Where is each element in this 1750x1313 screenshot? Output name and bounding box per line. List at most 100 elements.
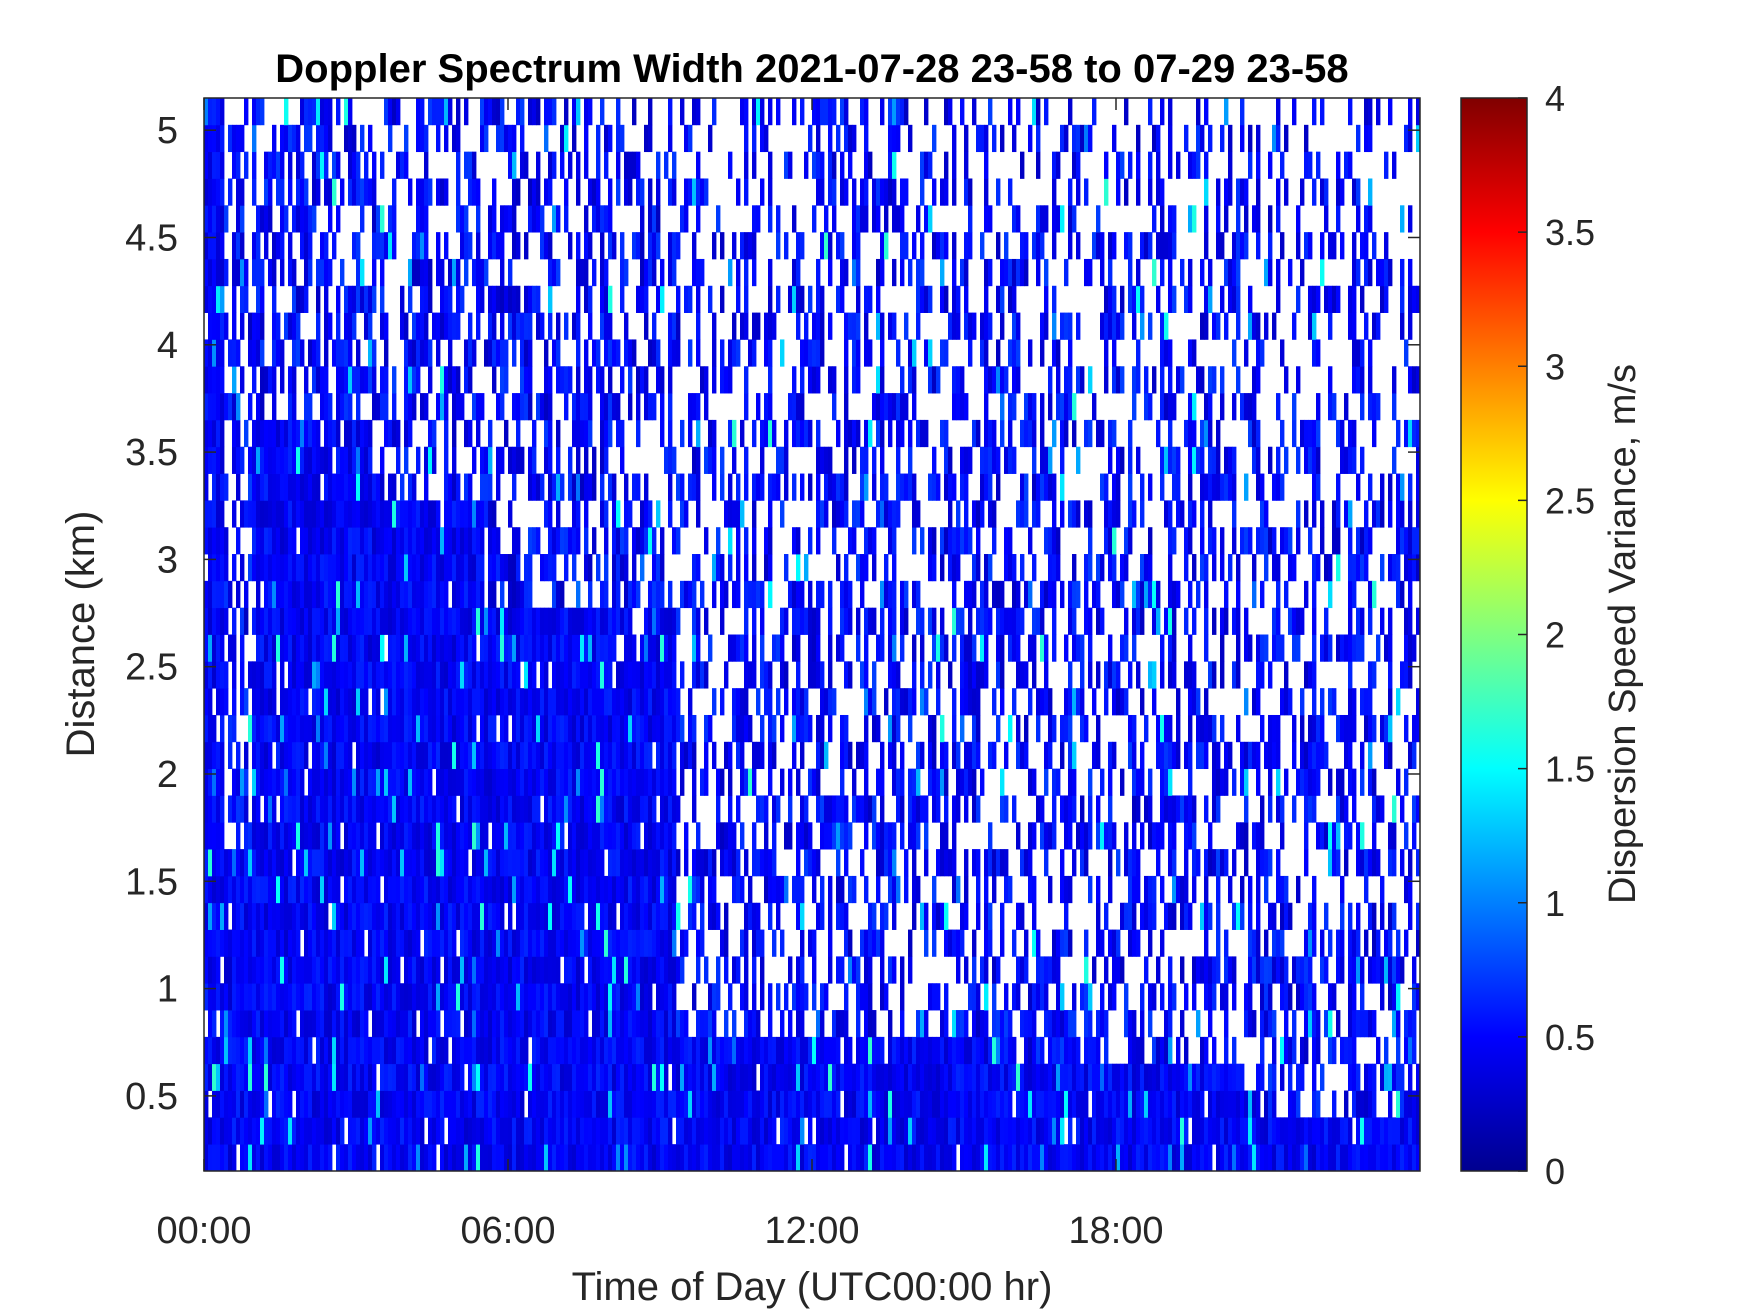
heatmap-cell [472, 151, 477, 179]
heatmap-cell [212, 151, 217, 179]
heatmap-cell [548, 1090, 553, 1118]
heatmap-cell [412, 849, 417, 877]
heatmap-cell [392, 956, 397, 984]
heatmap-cell [280, 205, 285, 233]
heatmap-cell [628, 875, 633, 904]
heatmap-cell [308, 98, 313, 126]
heatmap-cell [476, 312, 481, 340]
heatmap-cell [224, 1144, 229, 1171]
heatmap-cell [508, 500, 513, 528]
heatmap-cell [508, 875, 513, 904]
heatmap-cell [548, 393, 553, 421]
heatmap-cell [368, 178, 373, 206]
heatmap-cell [312, 1117, 317, 1145]
heatmap-cell [720, 688, 725, 716]
heatmap-cell [660, 768, 665, 796]
heatmap-cell [660, 1117, 665, 1145]
heatmap-cell [696, 393, 701, 421]
heatmap-cell [768, 902, 773, 930]
heatmap-cell [828, 688, 833, 716]
heatmap-cell [232, 875, 237, 904]
heatmap-cell [336, 983, 341, 1011]
heatmap-cell [724, 1010, 729, 1038]
heatmap-cell [252, 983, 257, 1011]
heatmap-cell [240, 875, 245, 904]
heatmap-cell [212, 473, 217, 501]
heatmap-cell [480, 285, 485, 313]
heatmap-cell [296, 473, 301, 501]
heatmap-cell [504, 366, 509, 394]
heatmap-cell [300, 473, 305, 501]
heatmap-cell [372, 929, 377, 957]
heatmap-cell [252, 339, 257, 367]
heatmap-cell [556, 1036, 561, 1065]
heatmap-cell [212, 822, 217, 850]
heatmap-cell [252, 124, 257, 153]
heatmap-cell [492, 98, 497, 126]
heatmap-cell [820, 1063, 825, 1091]
heatmap-cell [336, 98, 341, 126]
heatmap-cell [704, 849, 709, 877]
heatmap-cell [300, 98, 305, 126]
heatmap-cell [624, 258, 629, 287]
heatmap-cell [488, 527, 493, 555]
heatmap-cell [692, 446, 697, 474]
heatmap-cell [736, 339, 741, 367]
heatmap-cell [312, 1063, 317, 1091]
heatmap-cell [324, 151, 329, 179]
heatmap-cell [828, 1063, 833, 1091]
heatmap-cell [620, 768, 625, 796]
heatmap-cell [380, 1117, 385, 1145]
heatmap-cell [360, 554, 365, 582]
heatmap-cell [364, 607, 369, 635]
heatmap-cell [556, 607, 561, 635]
heatmap-cell [412, 527, 417, 555]
heatmap-cell [484, 661, 489, 689]
heatmap-cell [336, 419, 341, 448]
heatmap-cell [212, 1090, 217, 1118]
heatmap-cell [504, 714, 509, 743]
heatmap-cell [448, 527, 453, 555]
heatmap-cell [320, 607, 325, 635]
heatmap-cell [272, 875, 277, 904]
heatmap-cell [540, 205, 545, 233]
heatmap-cell [244, 98, 249, 126]
heatmap-cell [580, 661, 585, 689]
heatmap-cell [308, 419, 313, 448]
heatmap-cell [912, 500, 917, 528]
heatmap-cell [712, 419, 717, 448]
heatmap-cell [688, 902, 693, 930]
heatmap-cell [384, 607, 389, 635]
heatmap-cell [480, 1036, 485, 1065]
heatmap-cell [524, 1063, 529, 1091]
heatmap-cell [532, 1090, 537, 1118]
heatmap-cell [896, 661, 901, 689]
heatmap-cell [760, 607, 765, 635]
heatmap-cell [416, 446, 421, 474]
heatmap-cell [528, 580, 533, 609]
heatmap-cell [772, 1090, 777, 1118]
heatmap-cell [300, 1036, 305, 1065]
heatmap-cell [640, 714, 645, 743]
heatmap-cell [704, 768, 709, 796]
heatmap-cell [404, 661, 409, 689]
heatmap-cell [428, 849, 433, 877]
heatmap-cell [596, 983, 601, 1011]
heatmap-cell [352, 500, 357, 528]
heatmap-cell [888, 634, 893, 662]
heatmap-cell [572, 554, 577, 582]
heatmap-cell [232, 151, 237, 179]
heatmap-cell [348, 768, 353, 796]
heatmap-cell [244, 607, 249, 635]
heatmap-cell [720, 554, 725, 582]
heatmap-cell [688, 178, 693, 206]
heatmap-cell [444, 822, 449, 850]
heatmap-cell [736, 527, 741, 555]
heatmap-cell [812, 634, 817, 662]
heatmap-cell [564, 607, 569, 635]
heatmap-cell [460, 393, 465, 421]
heatmap-cell [916, 1010, 921, 1038]
heatmap-cell [348, 98, 353, 126]
heatmap-cell [328, 419, 333, 448]
heatmap-cell [824, 1117, 829, 1145]
